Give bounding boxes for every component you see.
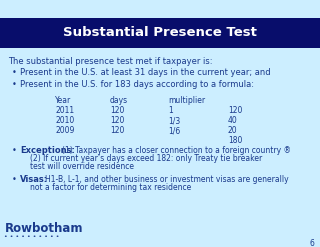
Text: 6: 6: [309, 239, 314, 247]
Text: Year: Year: [55, 96, 71, 105]
Text: •: •: [12, 175, 17, 184]
Text: 120: 120: [228, 106, 242, 115]
Text: 1/6: 1/6: [168, 126, 180, 135]
Text: •: •: [12, 80, 17, 89]
Text: 40: 40: [228, 116, 238, 125]
Text: 2011: 2011: [55, 106, 74, 115]
Text: (1) Taxpayer has a closer connection to a foreign country ®: (1) Taxpayer has a closer connection to …: [62, 146, 291, 155]
Text: (2) If current year’s days exceed 182: only Treaty tie breaker: (2) If current year’s days exceed 182: o…: [30, 154, 262, 163]
Text: •: •: [12, 146, 17, 155]
Text: Present in the U.S. at least 31 days in the current year; and: Present in the U.S. at least 31 days in …: [20, 68, 271, 77]
Text: 20: 20: [228, 126, 238, 135]
Text: days: days: [110, 96, 128, 105]
Text: Rowbotham: Rowbotham: [5, 222, 84, 235]
Text: 120: 120: [110, 116, 124, 125]
Text: not a factor for determining tax residence: not a factor for determining tax residen…: [30, 183, 191, 192]
Text: 2009: 2009: [55, 126, 74, 135]
Text: multiplier: multiplier: [168, 96, 205, 105]
Text: • • • • • • • • • •: • • • • • • • • • •: [4, 234, 61, 239]
Text: Exceptions:: Exceptions:: [20, 146, 75, 155]
Text: 2010: 2010: [55, 116, 74, 125]
Text: H1-B, L-1, and other business or investment visas are generally: H1-B, L-1, and other business or investm…: [45, 175, 289, 184]
Text: Present in the U.S. for 183 days according to a formula:: Present in the U.S. for 183 days accordi…: [20, 80, 254, 89]
Text: 1/3: 1/3: [168, 116, 180, 125]
Text: The substantial presence test met if taxpayer is:: The substantial presence test met if tax…: [8, 57, 212, 66]
Text: Substantial Presence Test: Substantial Presence Test: [63, 26, 257, 40]
Text: •: •: [12, 68, 17, 77]
Text: test will override residence: test will override residence: [30, 162, 134, 171]
Text: 1: 1: [168, 106, 173, 115]
Text: 120: 120: [110, 126, 124, 135]
Bar: [0, 18, 320, 48]
Text: 120: 120: [110, 106, 124, 115]
Text: Visas:: Visas:: [20, 175, 48, 184]
Text: 180: 180: [228, 136, 242, 145]
